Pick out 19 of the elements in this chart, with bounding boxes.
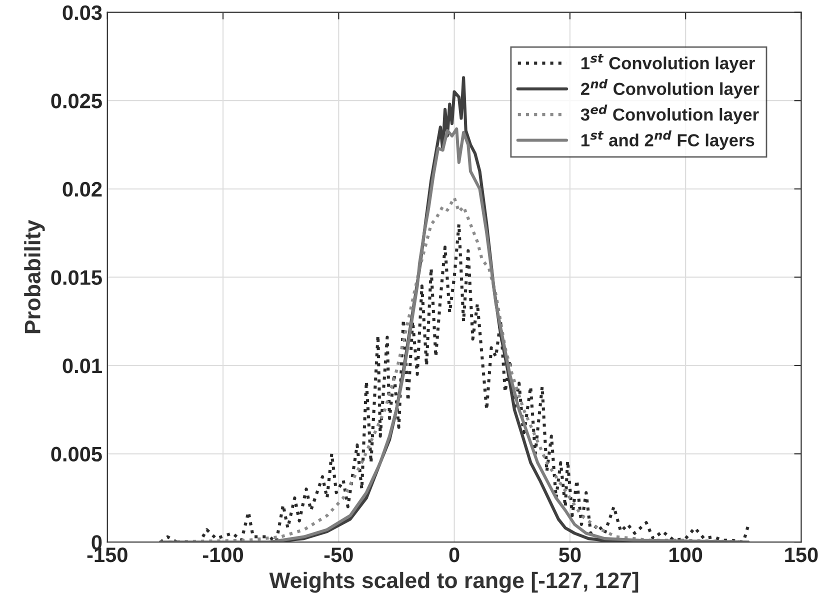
y-tick-label: 0.015 [51, 270, 102, 285]
legend-label: 2$^{nd}$ Convolution layer [580, 78, 760, 98]
y-tick-label: 0.025 [51, 94, 102, 108]
x-tick-label: 50 [558, 547, 581, 562]
legend-label: 3$^{ed}$ Convolution layer [580, 104, 759, 124]
y-axis-title: Probability [24, 220, 45, 334]
legend-label: 1$^{st}$ and 2$^{nd}$ FC layers [581, 130, 754, 150]
x-tick-label: 0 [449, 547, 460, 562]
x-tick-label: 150 [785, 547, 818, 562]
x-axis-title: Weights scaled to range [-127, 127] [269, 572, 638, 593]
x-tick-label: -50 [324, 547, 353, 562]
legend-label: 1$^{st}$ Convolution layer [581, 54, 755, 73]
y-tick-label: 0.01 [62, 358, 102, 374]
y-tick-label: 0.03 [62, 5, 102, 20]
x-tick-label: -150 [87, 547, 128, 562]
x-tick-label: -100 [202, 547, 244, 562]
y-tick-label: 0.005 [51, 446, 102, 462]
x-tick-label: 100 [670, 547, 702, 562]
y-tick-label: 0.02 [62, 182, 102, 197]
